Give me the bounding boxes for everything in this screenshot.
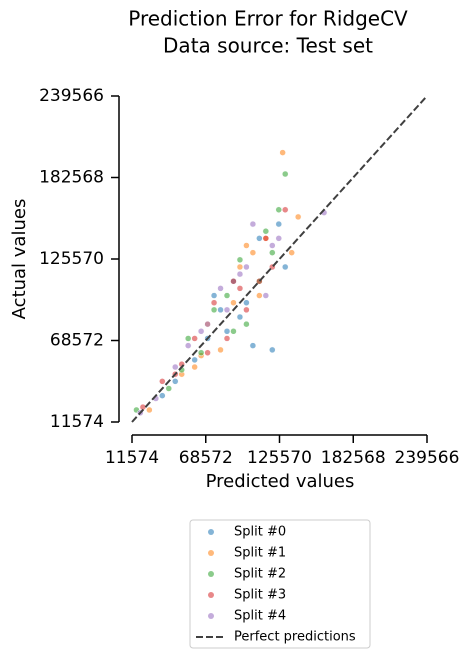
legend-label: Split #0 — [234, 525, 286, 540]
scatter-point — [249, 220, 257, 228]
scatter-point — [269, 249, 276, 256]
y-tick-label: 125570 — [39, 249, 104, 269]
x-tick-label: 125570 — [247, 448, 312, 468]
scatter-point — [275, 220, 283, 228]
scatter-point — [172, 378, 179, 385]
legend-label: Split #1 — [234, 546, 286, 561]
scatter-point — [197, 328, 205, 335]
scatter-point — [223, 306, 231, 314]
scatter-point — [275, 235, 283, 242]
scatter-point — [281, 263, 289, 271]
scatter-point — [256, 292, 263, 299]
scatter-point — [217, 346, 224, 354]
scatter-point — [256, 235, 263, 242]
scatter-point — [191, 335, 198, 342]
legend-marker — [208, 550, 214, 556]
scatter-point — [269, 242, 276, 249]
scatter-point — [262, 292, 270, 299]
scatter-point — [210, 299, 218, 306]
scatter-point — [236, 256, 244, 264]
y-axis-label: Actual values — [9, 199, 30, 320]
scatter-point — [236, 270, 244, 278]
scatter-point — [204, 349, 211, 357]
x-tick-label: 68572 — [179, 448, 233, 468]
scatter-point — [262, 235, 270, 242]
scatter-point — [223, 328, 231, 335]
scatter-point — [230, 328, 237, 335]
x-axis-label: Predicted values — [206, 471, 355, 492]
reference-line — [131, 95, 428, 423]
legend-label: Split #4 — [234, 609, 286, 624]
scatter-point — [204, 320, 211, 328]
x-tick-label: 11574 — [105, 448, 159, 468]
scatter-point — [210, 306, 218, 314]
scatter-point — [184, 335, 192, 342]
scatter-point — [281, 170, 289, 178]
legend-label: Split #2 — [234, 567, 286, 582]
chart-subtitle: Data source: Test set — [163, 34, 373, 58]
scatter-point — [236, 313, 244, 321]
scatter-point — [275, 206, 283, 214]
scatter-point — [243, 320, 250, 328]
scatter-point — [230, 299, 237, 306]
legend-marker — [208, 529, 214, 535]
scatter-point — [243, 299, 250, 306]
scatter-point — [249, 342, 257, 349]
scatter-point — [236, 285, 244, 292]
scatter-point — [243, 263, 250, 271]
scatter-point — [230, 278, 237, 285]
y-tick-label: 239566 — [39, 86, 104, 106]
scatter-point — [223, 292, 231, 299]
scatter-point — [217, 306, 224, 314]
scatter-point — [262, 227, 270, 235]
scatter-point — [172, 363, 179, 371]
scatter-point — [184, 342, 192, 349]
scatter-point — [269, 346, 276, 354]
scatter-point — [249, 249, 257, 256]
y-tick-label: 68572 — [50, 331, 104, 351]
scatter-point — [294, 213, 302, 221]
scatter-point — [243, 306, 250, 314]
x-tick-label: 239566 — [395, 448, 460, 468]
legend-label: Perfect predictions — [234, 630, 356, 645]
scatter-point — [159, 378, 166, 385]
scatter-point — [223, 335, 231, 342]
legend-box — [189, 519, 371, 649]
scatter-point — [165, 385, 173, 392]
scatter-point — [243, 242, 250, 249]
scatter-point — [281, 206, 289, 214]
legend-marker — [208, 613, 214, 619]
legend-marker — [208, 592, 214, 598]
scatter-point — [197, 349, 205, 357]
scatter-point — [236, 263, 244, 271]
chart-title: Prediction Error for RidgeCV — [128, 7, 408, 31]
scatter-point — [279, 149, 286, 156]
scatter-point — [146, 406, 153, 414]
scatter-point — [217, 285, 224, 292]
y-tick-label: 182568 — [39, 168, 104, 188]
scatter-point — [191, 363, 198, 371]
scatter-point — [191, 356, 198, 364]
scatter-point — [210, 292, 218, 299]
y-tick-label: 11574 — [50, 412, 104, 432]
scatter-point — [288, 249, 295, 256]
legend-marker — [208, 571, 214, 577]
x-tick-label: 182568 — [321, 448, 386, 468]
legend-label: Split #3 — [234, 588, 286, 603]
scatter-point — [159, 392, 166, 399]
